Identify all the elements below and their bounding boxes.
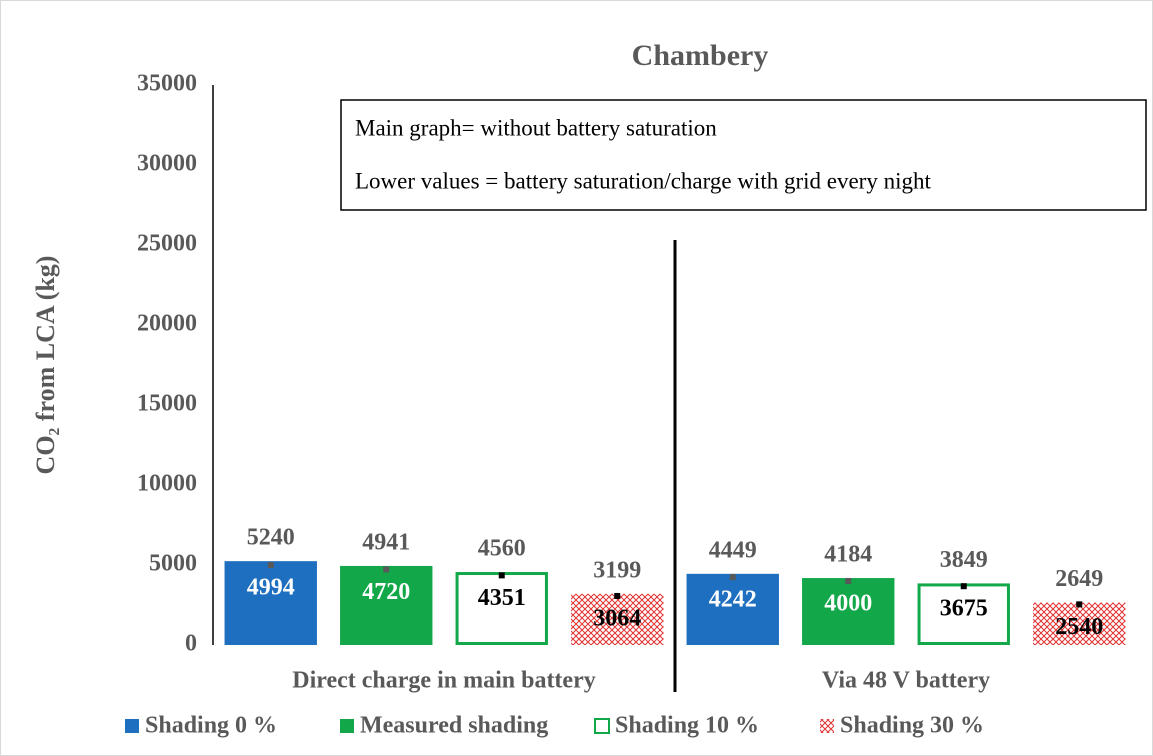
lower-value-marker: [960, 583, 967, 590]
chart-title: Chambery: [632, 39, 769, 72]
lower-value-label: 2540: [1055, 614, 1103, 640]
legend-swatch: [125, 719, 139, 733]
lower-value-marker: [267, 562, 274, 569]
legend-label: Shading 0 %: [145, 713, 277, 739]
annotation: Lower values = battery saturation/charge…: [355, 168, 931, 193]
legend-swatch: [340, 719, 354, 733]
lower-value-label: 4000: [824, 591, 872, 617]
y-tick-label: 35000: [137, 71, 197, 97]
lower-value-marker: [729, 574, 736, 581]
value-label: 4941: [362, 529, 410, 555]
x-tick-label: Direct charge in main battery: [292, 668, 595, 694]
legend-swatch: [594, 718, 610, 734]
value-label: 4184: [824, 542, 872, 568]
lower-value-label: 4242: [709, 587, 757, 613]
y-axis-label: CO₂ from LCA (kg): [31, 256, 60, 475]
y-tick-label: 20000: [137, 311, 197, 337]
legend-label: Measured shading: [360, 713, 548, 739]
y-tick-label: 10000: [137, 471, 197, 497]
value-label: 4449: [709, 537, 757, 563]
y-tick-label: 15000: [137, 391, 197, 417]
legend-label: Shading 10 %: [615, 713, 759, 739]
value-label: 2649: [1055, 566, 1103, 592]
bar: [571, 593, 664, 645]
y-tick-label: 0: [185, 631, 197, 657]
lower-value-label: 4351: [478, 585, 526, 611]
bar: [686, 573, 779, 645]
y-tick-label: 30000: [137, 151, 197, 177]
lower-value-marker: [845, 578, 852, 584]
lower-value-marker: [498, 572, 505, 579]
value-label: 4560: [478, 536, 526, 562]
bar: [224, 561, 317, 645]
lower-value-label: 3064: [593, 605, 641, 631]
value-label: 3849: [940, 547, 988, 573]
bar: [802, 578, 895, 645]
lower-value-marker: [1076, 601, 1083, 608]
legend-swatch: [820, 719, 834, 733]
lower-value-marker: [614, 592, 621, 599]
y-tick-label: 5000: [149, 551, 197, 577]
lower-value-label: 3675: [940, 596, 988, 622]
value-label: 3199: [593, 557, 641, 583]
x-tick-label: Via 48 V battery: [822, 668, 990, 694]
annotation: Main graph= without battery saturation: [355, 115, 717, 140]
legend-label: Shading 30 %: [840, 713, 984, 739]
value-label: 5240: [247, 525, 295, 551]
lower-value-label: 4994: [247, 575, 295, 601]
annotation-box: [340, 99, 1147, 211]
lower-value-label: 4720: [362, 579, 410, 605]
lower-value-marker: [383, 566, 390, 573]
bar: [340, 565, 433, 645]
bar: [917, 583, 1010, 646]
bar: [1033, 602, 1126, 645]
y-tick-label: 25000: [137, 231, 197, 257]
bar: [455, 572, 548, 645]
